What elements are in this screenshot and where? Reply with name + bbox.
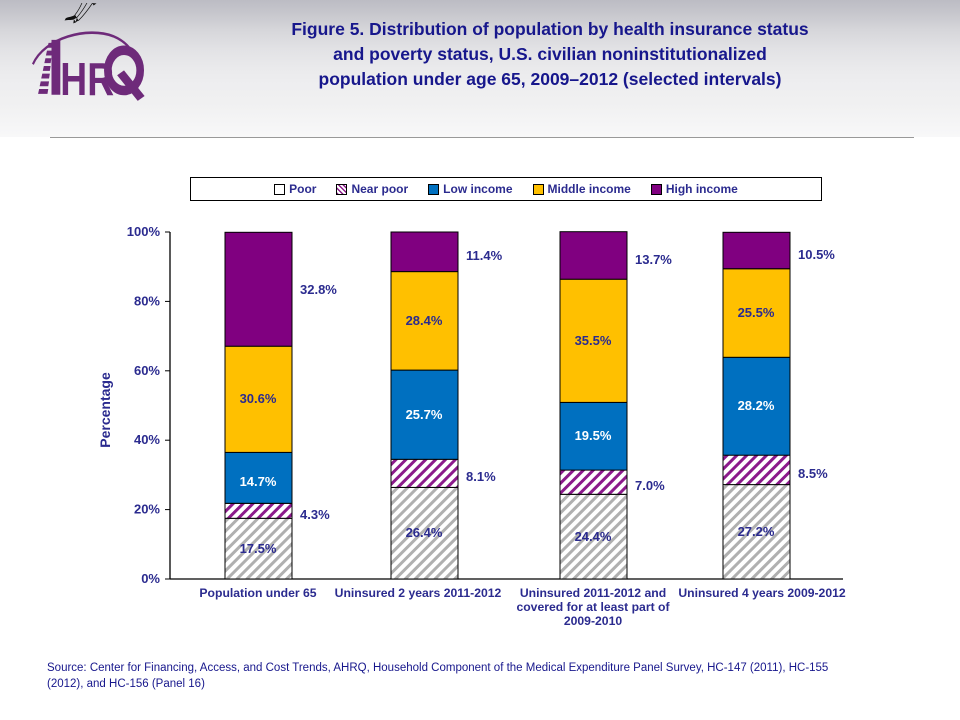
svg-text:13.7%: 13.7% (635, 252, 672, 267)
svg-text:17.5%: 17.5% (240, 541, 277, 556)
svg-text:14.7%: 14.7% (240, 474, 277, 489)
svg-text:28.2%: 28.2% (738, 398, 775, 413)
svg-text:Uninsured 2011-2012 and: Uninsured 2011-2012 and (520, 586, 666, 600)
svg-text:28.4%: 28.4% (406, 313, 443, 328)
svg-text:40%: 40% (134, 432, 160, 447)
svg-text:covered for at least part of: covered for at least part of (516, 600, 670, 614)
svg-text:25.7%: 25.7% (406, 407, 443, 422)
svg-text:100%: 100% (127, 224, 161, 239)
svg-text:Uninsured 2 years 2011-2012: Uninsured 2 years 2011-2012 (335, 586, 502, 600)
svg-text:2009-2010: 2009-2010 (564, 614, 623, 628)
svg-text:35.5%: 35.5% (575, 333, 612, 348)
svg-text:24.4%: 24.4% (575, 529, 612, 544)
svg-text:0%: 0% (141, 571, 160, 586)
svg-text:8.1%: 8.1% (466, 469, 496, 484)
svg-text:80%: 80% (134, 293, 160, 308)
svg-text:7.0%: 7.0% (635, 478, 665, 493)
svg-text:Percentage: Percentage (97, 372, 113, 448)
svg-text:32.8%: 32.8% (300, 282, 337, 297)
svg-text:11.4%: 11.4% (466, 248, 503, 263)
svg-text:25.5%: 25.5% (738, 305, 775, 320)
svg-text:Population under 65: Population under 65 (199, 586, 316, 600)
svg-text:8.5%: 8.5% (798, 466, 828, 481)
svg-text:19.5%: 19.5% (575, 428, 612, 443)
svg-text:Uninsured 4 years 2009-2012: Uninsured 4 years 2009-2012 (678, 586, 846, 600)
svg-text:27.2%: 27.2% (738, 524, 775, 539)
svg-text:60%: 60% (134, 363, 160, 378)
svg-text:20%: 20% (134, 502, 160, 517)
svg-text:10.5%: 10.5% (798, 247, 835, 262)
svg-text:4.3%: 4.3% (300, 507, 330, 522)
svg-text:30.6%: 30.6% (240, 391, 277, 406)
svg-text:26.4%: 26.4% (406, 525, 443, 540)
